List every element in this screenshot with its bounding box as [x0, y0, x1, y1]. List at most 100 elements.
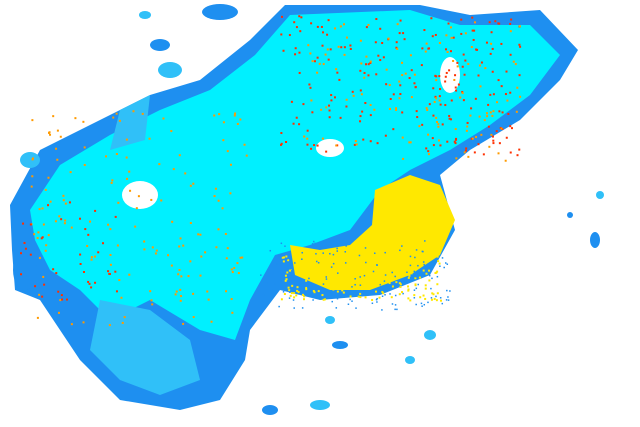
echo-speckle [494, 20, 497, 23]
echo-speckle [469, 114, 472, 117]
echo-speckle [406, 271, 408, 274]
echo-speckle [38, 208, 41, 211]
echo-speckle [473, 21, 476, 24]
echo-speckle [381, 250, 384, 253]
echo-speckle [362, 138, 365, 141]
echo-speckle [68, 201, 71, 204]
echo-speckle [336, 250, 339, 252]
echo-speckle [354, 272, 357, 275]
echo-speckle [135, 207, 138, 210]
echo-cell [20, 152, 40, 168]
echo-speckle [435, 116, 438, 119]
echo-speckle [434, 95, 437, 98]
echo-speckle [224, 232, 227, 235]
echo-speckle [479, 85, 482, 88]
echo-speckle [422, 294, 425, 297]
echo-speckle [301, 293, 304, 296]
echo-speckle [269, 249, 272, 252]
echo-speckle [393, 263, 396, 266]
echo-speckle [480, 61, 483, 64]
echo-speckle [301, 258, 303, 260]
echo-speckle [382, 285, 385, 288]
echo-speckle [343, 53, 346, 56]
echo-speckle [22, 222, 25, 225]
echo-speckle [360, 265, 363, 268]
echo-speckle [305, 279, 308, 282]
echo-speckle [455, 157, 458, 160]
echo-speckle [382, 292, 385, 295]
echo-speckle [445, 34, 448, 37]
echo-speckle [295, 116, 298, 119]
echo-speckle [409, 255, 412, 258]
echo-speckle [328, 272, 331, 275]
echo-speckle [372, 275, 375, 278]
echo-speckle [36, 316, 39, 319]
echo-speckle [111, 179, 114, 182]
echo-speckle [170, 264, 173, 267]
echo-speckle [413, 260, 416, 263]
echo-speckle [337, 45, 340, 48]
echo-speckle [94, 281, 97, 284]
echo-speckle [222, 139, 225, 142]
echo-speckle [435, 79, 438, 82]
echo-cell [158, 62, 182, 78]
echo-speckle [509, 91, 512, 94]
echo-speckle [47, 176, 50, 179]
echo-speckle [375, 298, 378, 301]
echo-speckle [309, 261, 312, 264]
echo-speckle [444, 80, 447, 83]
echo-speckle [365, 273, 368, 276]
echo-speckle [184, 172, 187, 175]
echo-speckle [422, 269, 425, 272]
echo-speckle [420, 64, 423, 67]
echo-speckle [407, 259, 410, 262]
echo-speckle [69, 171, 72, 174]
echo-speckle [61, 298, 64, 301]
echo-speckle [322, 252, 324, 254]
echo-speckle [280, 15, 283, 18]
echo-speckle [391, 303, 394, 305]
echo-speckle [55, 272, 58, 275]
echo-speckle [38, 293, 41, 296]
echo-speckle [41, 236, 44, 239]
echo-speckle [363, 76, 366, 79]
echo-speckle [464, 59, 467, 62]
echo-speckle [60, 294, 63, 297]
echo-speckle [382, 56, 385, 59]
echo-speckle [199, 274, 202, 277]
echo-speckle [331, 300, 333, 303]
echo-speckle [58, 215, 61, 218]
echo-speckle [401, 245, 403, 247]
echo-speckle [381, 280, 384, 283]
echo-speckle [343, 46, 346, 49]
echo-speckle [305, 288, 308, 291]
echo-speckle [448, 117, 451, 120]
echo-speckle [322, 63, 325, 66]
echo-speckle [189, 260, 192, 263]
echo-speckle [320, 108, 323, 111]
echo-speckle [506, 99, 509, 102]
echo-speckle [430, 17, 433, 20]
echo-speckle [363, 71, 366, 74]
echo-speckle [359, 69, 362, 72]
echo-speckle [385, 68, 388, 71]
echo-speckle [404, 72, 407, 75]
echo-speckle [379, 27, 382, 30]
echo-speckle [399, 249, 401, 252]
echo-speckle [296, 271, 299, 274]
echo-speckle [327, 58, 330, 61]
echo-speckle [272, 273, 275, 275]
echo-speckle [44, 249, 47, 252]
echo-speckle [313, 270, 316, 273]
echo-speckle [421, 47, 424, 50]
echo-speckle [371, 298, 374, 301]
echo-speckle [298, 71, 301, 74]
echo-speckle [488, 21, 491, 24]
echo-speckle [415, 110, 418, 113]
echo-speckle [460, 18, 463, 21]
echo-speckle [317, 261, 320, 264]
echo-speckle [438, 75, 441, 78]
echo-speckle [305, 286, 308, 289]
echo-speckle [492, 110, 495, 113]
echo-speckle [94, 255, 97, 258]
